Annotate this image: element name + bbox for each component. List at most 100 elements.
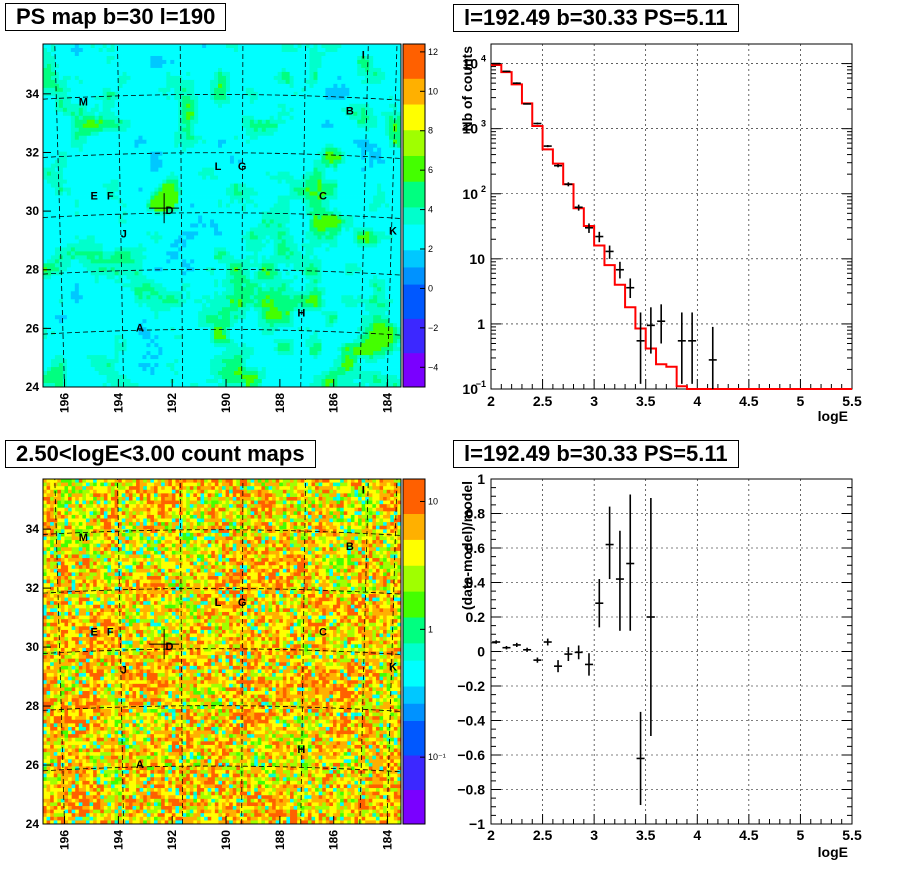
heat-cell — [293, 67, 298, 73]
heat-cell — [269, 63, 275, 69]
heat-cell — [98, 63, 104, 69]
heat-cell — [178, 199, 183, 204]
heat-cell — [389, 151, 394, 157]
heat-cell — [78, 115, 84, 121]
heat-cell — [90, 83, 96, 89]
heat-cell — [317, 207, 322, 212]
heat-cell — [66, 167, 72, 173]
heat-cell — [186, 83, 191, 89]
heat-cell — [202, 183, 207, 188]
heat-cell — [381, 255, 386, 260]
heat-cell — [313, 107, 318, 113]
heat-cell — [78, 47, 84, 53]
heat-cell — [253, 259, 259, 264]
heat-cell — [381, 79, 386, 85]
heat-cell — [74, 195, 80, 200]
heat-cell — [225, 195, 231, 200]
heat-cell — [229, 171, 235, 177]
heat-cell — [341, 87, 346, 93]
heat-cell — [162, 239, 167, 244]
heat-cell — [102, 259, 108, 264]
heat-cell — [229, 227, 235, 232]
heat-cell — [377, 259, 382, 264]
heat-cell — [245, 143, 251, 149]
heat-cell — [373, 95, 378, 101]
heat-cell — [317, 71, 322, 77]
heat-cell — [194, 231, 199, 236]
heat-cell — [122, 163, 127, 169]
heat-cell — [289, 207, 294, 212]
heat-cell — [114, 123, 119, 129]
heat-cell — [46, 75, 52, 81]
heat-cell — [50, 147, 56, 153]
heat-cell — [317, 175, 322, 181]
heat-cell — [138, 175, 143, 181]
heat-cell — [225, 247, 231, 252]
heat-cell — [70, 75, 76, 81]
heat-cell — [241, 199, 247, 204]
heat-cell — [170, 219, 175, 224]
heat-cell — [46, 79, 52, 85]
heat-cell — [130, 223, 135, 228]
heat-cell — [277, 259, 283, 264]
heat-cell — [82, 183, 88, 188]
heat-cell — [313, 103, 318, 109]
heat-cell — [154, 155, 159, 161]
heat-cell — [293, 111, 298, 117]
heat-cell — [94, 239, 100, 244]
heat-cell — [202, 215, 207, 220]
heat-cell — [393, 203, 398, 208]
heat-cell — [66, 255, 72, 260]
heat-cell — [70, 179, 76, 184]
heat-cell — [297, 199, 302, 204]
heat-cell — [154, 47, 159, 53]
heat-cell — [146, 71, 151, 77]
heat-cell — [333, 155, 338, 161]
heat-cell — [225, 151, 231, 157]
heat-cell — [293, 175, 298, 181]
heat-cell — [102, 143, 108, 149]
heat-cell — [54, 187, 60, 192]
heat-cell — [150, 239, 155, 244]
heat-cell — [297, 207, 302, 212]
heat-cell — [182, 67, 187, 73]
heat-cell — [58, 55, 64, 61]
heat-cell — [198, 215, 203, 220]
heat-cell — [321, 87, 326, 93]
heat-cell — [253, 243, 259, 248]
heat-cell — [385, 243, 390, 248]
heat-cell — [385, 83, 390, 89]
heat-cell — [233, 91, 239, 97]
heat-cell — [345, 259, 350, 264]
heat-cell — [289, 67, 294, 73]
heat-cell — [54, 183, 60, 188]
heat-cell — [174, 51, 179, 57]
heat-cell — [170, 227, 175, 232]
heat-cell — [337, 223, 342, 228]
heat-cell — [293, 195, 298, 200]
heat-cell — [206, 171, 211, 177]
heat-cell — [337, 167, 342, 173]
heat-cell — [150, 223, 155, 228]
heat-cell — [194, 179, 199, 184]
heat-cell — [281, 143, 287, 149]
heat-cell — [194, 63, 199, 69]
heat-cell — [158, 175, 163, 181]
heat-cell — [98, 59, 104, 65]
heat-cell — [142, 83, 147, 89]
heat-cell — [337, 115, 342, 121]
heat-cell — [182, 187, 187, 192]
heat-cell — [333, 191, 338, 196]
heat-cell — [285, 127, 291, 133]
heat-cell — [114, 111, 119, 117]
heat-cell — [397, 183, 402, 188]
heat-cell — [313, 115, 318, 121]
heat-cell — [174, 135, 179, 141]
heat-cell — [357, 147, 362, 153]
heat-cell — [345, 227, 350, 232]
heat-cell — [154, 235, 159, 240]
heat-cell — [313, 179, 318, 184]
heat-cell — [50, 211, 56, 216]
heat-cell — [74, 91, 80, 97]
heat-cell — [58, 199, 64, 204]
